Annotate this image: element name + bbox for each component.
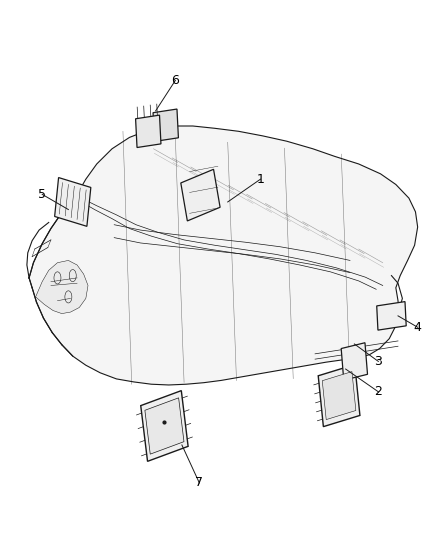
Text: 6: 6 — [171, 74, 179, 87]
Polygon shape — [181, 169, 220, 221]
Polygon shape — [153, 109, 178, 141]
Text: 4: 4 — [414, 321, 422, 334]
Polygon shape — [55, 177, 91, 227]
Text: 2: 2 — [374, 385, 382, 398]
Polygon shape — [136, 115, 161, 148]
Polygon shape — [145, 398, 184, 454]
Text: 7: 7 — [195, 477, 203, 489]
Polygon shape — [341, 343, 367, 380]
Text: 5: 5 — [38, 188, 46, 201]
Polygon shape — [35, 261, 88, 313]
Text: 1: 1 — [257, 173, 265, 185]
Polygon shape — [141, 391, 188, 462]
Text: 3: 3 — [374, 355, 382, 368]
Polygon shape — [318, 365, 360, 426]
Polygon shape — [322, 372, 356, 419]
Polygon shape — [29, 126, 418, 385]
Polygon shape — [377, 302, 406, 330]
